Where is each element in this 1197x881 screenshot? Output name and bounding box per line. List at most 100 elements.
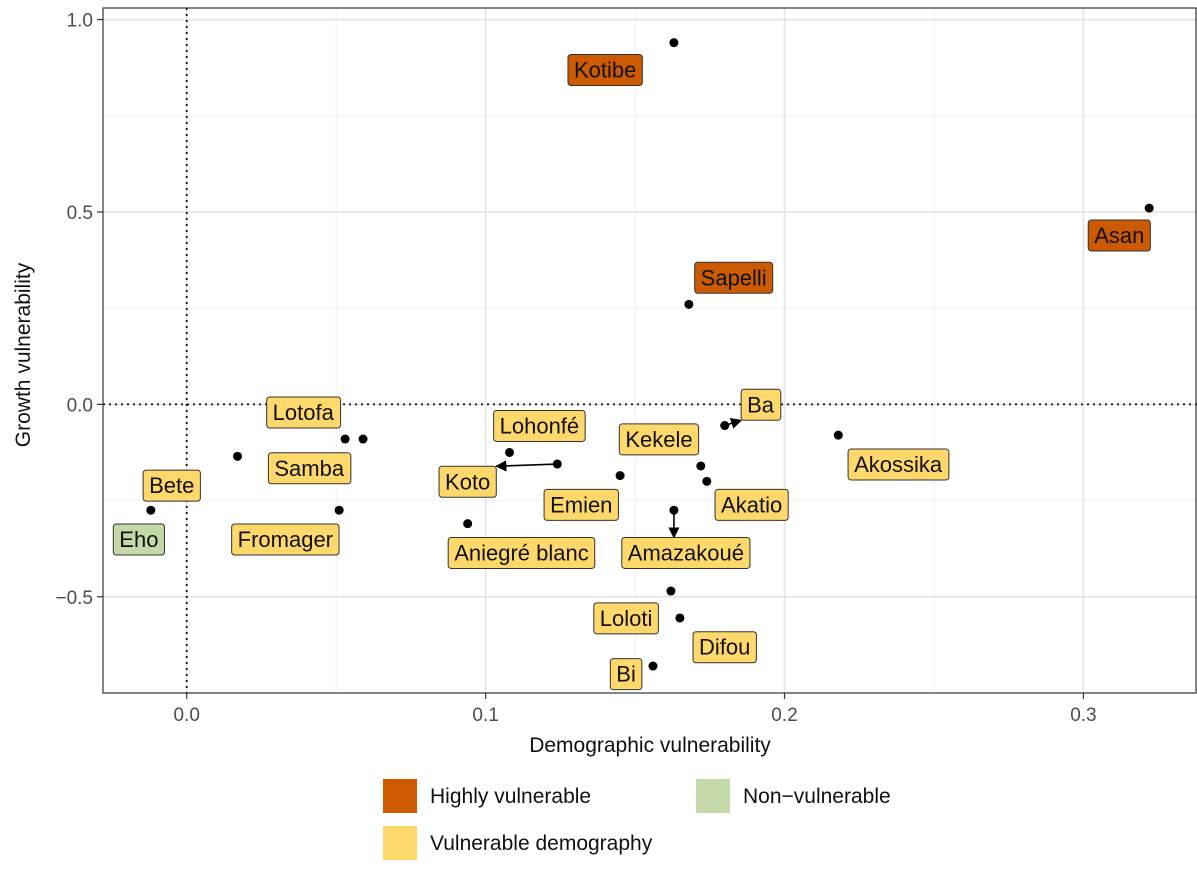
point-label: Emien (543, 488, 619, 521)
point-label-text: Sapelli (701, 265, 767, 290)
point-label: Akatio (714, 488, 789, 521)
reference-lines (103, 8, 1197, 693)
legend-swatch (383, 779, 417, 813)
point-label-box (694, 261, 774, 294)
y-tick-label: −0.5 (55, 588, 93, 609)
point-label: Asan (1087, 219, 1151, 252)
point-label-text: Fromager (238, 527, 333, 552)
grid (103, 8, 1197, 693)
data-point (1144, 203, 1154, 213)
data-point (505, 447, 515, 457)
point-label: Ba (740, 388, 782, 421)
point-label: Kotibe (567, 53, 643, 86)
point-label-text: Lotofa (273, 400, 335, 425)
point-label-box (231, 523, 340, 556)
data-point (233, 451, 243, 461)
point-label: Loloti (593, 602, 659, 635)
data-point (720, 421, 730, 431)
point-label: Akossika (847, 448, 950, 481)
point-label-box (1087, 219, 1151, 252)
point-label-text: Bete (149, 473, 194, 498)
data-point (648, 661, 658, 671)
point-label-text: Akatio (721, 492, 782, 517)
point-labels: Kotibe Asan Sapelli Ba Akossika Lotofa Lohonfé… (112, 53, 1151, 691)
point-label-box (847, 448, 950, 481)
data-point (358, 434, 368, 444)
legend-label: Vulnerable demography (430, 832, 653, 855)
point-label-text: Difou (699, 635, 750, 660)
point-label: Aniegré blanc (447, 536, 596, 569)
data-point (669, 38, 679, 48)
y-tick-label: 0.0 (67, 395, 93, 416)
point-label-box (609, 658, 643, 691)
point-label-text: Akossika (854, 452, 943, 477)
data-point (833, 430, 843, 440)
point-label: Fromager (231, 523, 340, 556)
point-label-text: Loloti (600, 606, 653, 631)
point-label-box (267, 452, 352, 485)
point-label: Difou (692, 631, 757, 664)
legend-label: Highly vulnerable (430, 785, 591, 808)
point-label-text: Samba (274, 456, 344, 481)
point-label-text: Ba (747, 392, 775, 417)
data-point (675, 613, 685, 623)
point-label: Kekele (618, 423, 700, 456)
label-arrow (495, 460, 558, 472)
point-label-text: Emien (550, 492, 612, 517)
point-label: Samba (267, 452, 352, 485)
point-label: Bi (609, 658, 643, 691)
point-label-box (543, 488, 619, 521)
legend: Highly vulnerable Non−vulnerable Vulnerabl… (383, 779, 891, 860)
point-label-text: Amazakoué (628, 540, 744, 565)
data-point (696, 461, 706, 471)
y-axis-title: Growth vulnerability (12, 262, 35, 447)
data-point (340, 434, 350, 444)
x-tick-label: 0.2 (771, 705, 797, 726)
point-label-box (740, 388, 782, 421)
data-point (552, 459, 562, 469)
data-point (146, 505, 156, 515)
point-label-text: Koto (445, 469, 490, 494)
point-label-box (567, 53, 643, 86)
point-label-box (142, 469, 201, 502)
data-point (669, 505, 679, 515)
data-point (666, 586, 676, 596)
legend-label: Non−vulnerable (743, 785, 891, 808)
point-label-box (112, 523, 165, 556)
point-label-text: Lohonfé (500, 413, 580, 438)
point-label-box (447, 536, 596, 569)
point-label: Bete (142, 469, 201, 502)
data-point (463, 519, 473, 529)
axis-ticks: 0.0 0.1 0.2 0.3 −0.5 0.0 0.5 1.0 (55, 11, 1096, 726)
point-label-text: Aniegré blanc (454, 540, 589, 565)
point-label-text: Kotibe (574, 57, 636, 82)
point-label: Koto (438, 465, 497, 498)
point-label-box (618, 423, 700, 456)
data-point (334, 505, 344, 515)
point-label-box (266, 396, 342, 429)
point-label: Amazakoué (621, 536, 751, 569)
x-tick-label: 0.3 (1070, 705, 1096, 726)
data-point (684, 299, 694, 309)
x-axis-title: Demographic vulnerability (529, 734, 771, 757)
point-label: Lohonfé (493, 409, 586, 442)
point-label-box (493, 409, 586, 442)
point-label-box (438, 465, 497, 498)
point-label-text: Bi (616, 662, 636, 687)
point-label-text: Asan (1094, 223, 1144, 248)
point-label-box (714, 488, 789, 521)
point-label-box (621, 536, 751, 569)
panel-border (102, 7, 1197, 694)
point-label-box (692, 631, 757, 664)
point-label: Lotofa (266, 396, 342, 429)
legend-swatch (383, 826, 417, 860)
data-point (702, 476, 712, 486)
legend-swatch (696, 779, 730, 813)
point-label-text: Kekele (625, 427, 692, 452)
point-label-box (593, 602, 659, 635)
x-tick-label: 0.1 (472, 705, 498, 726)
x-tick-label: 0.0 (173, 705, 199, 726)
point-label: Sapelli (694, 261, 774, 294)
y-tick-label: 1.0 (67, 11, 93, 32)
